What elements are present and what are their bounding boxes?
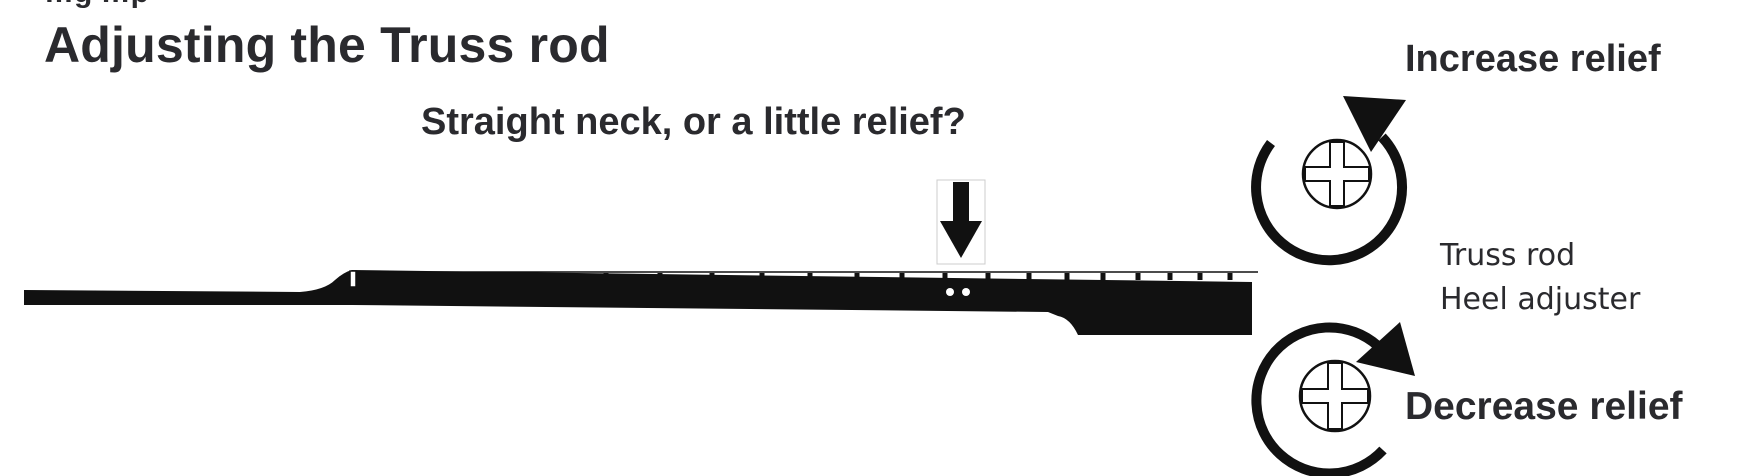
fret-mark bbox=[1135, 273, 1141, 280]
fret-mark bbox=[1026, 273, 1032, 280]
cut-off-heading: …g …p bbox=[44, 0, 149, 10]
fret-mark bbox=[854, 273, 860, 280]
cross-slot-screw-icon bbox=[1301, 138, 1373, 210]
fret-mark bbox=[899, 273, 905, 280]
clockwise-rotation-icon bbox=[1251, 322, 1415, 476]
fret-mark bbox=[1227, 273, 1233, 280]
fret-mark bbox=[424, 273, 430, 280]
page-title: Adjusting the Truss rod bbox=[44, 17, 610, 73]
fret-mark bbox=[942, 273, 948, 280]
down-arrow-icon bbox=[936, 179, 986, 265]
counterclockwise-rotation-icon bbox=[1251, 96, 1408, 266]
fret-mark bbox=[759, 273, 765, 280]
fret-mark bbox=[1197, 273, 1203, 280]
fret-mark bbox=[985, 273, 991, 280]
neck-body bbox=[24, 270, 1252, 335]
fret-mark bbox=[657, 273, 663, 280]
fret-mark bbox=[1100, 273, 1106, 280]
guitar-neck bbox=[24, 270, 1258, 335]
fret-mark bbox=[807, 273, 813, 280]
nut bbox=[349, 270, 357, 288]
fret-mark bbox=[1167, 273, 1173, 280]
fret-mark bbox=[1064, 273, 1070, 280]
fret-mark bbox=[487, 273, 493, 280]
heel-adjuster-name: Heel adjuster bbox=[1440, 282, 1641, 317]
marker-dot bbox=[962, 288, 970, 296]
decrease-relief-label: Decrease relief bbox=[1405, 385, 1683, 428]
cross-slot-screw-icon bbox=[1298, 359, 1372, 433]
truss-rod-name: Truss rod bbox=[1440, 238, 1576, 273]
marker-dot bbox=[946, 288, 954, 296]
fret-mark bbox=[603, 273, 609, 280]
headstock-block bbox=[1080, 282, 1252, 335]
fret-mark bbox=[548, 273, 554, 280]
relief-question: Straight neck, or a little relief? bbox=[421, 101, 966, 143]
truss-rod-label: Truss rod Heel adjuster bbox=[1440, 234, 1640, 322]
increase-relief-label: Increase relief bbox=[1405, 38, 1661, 80]
frets bbox=[424, 273, 1233, 280]
fret-mark bbox=[709, 273, 715, 280]
